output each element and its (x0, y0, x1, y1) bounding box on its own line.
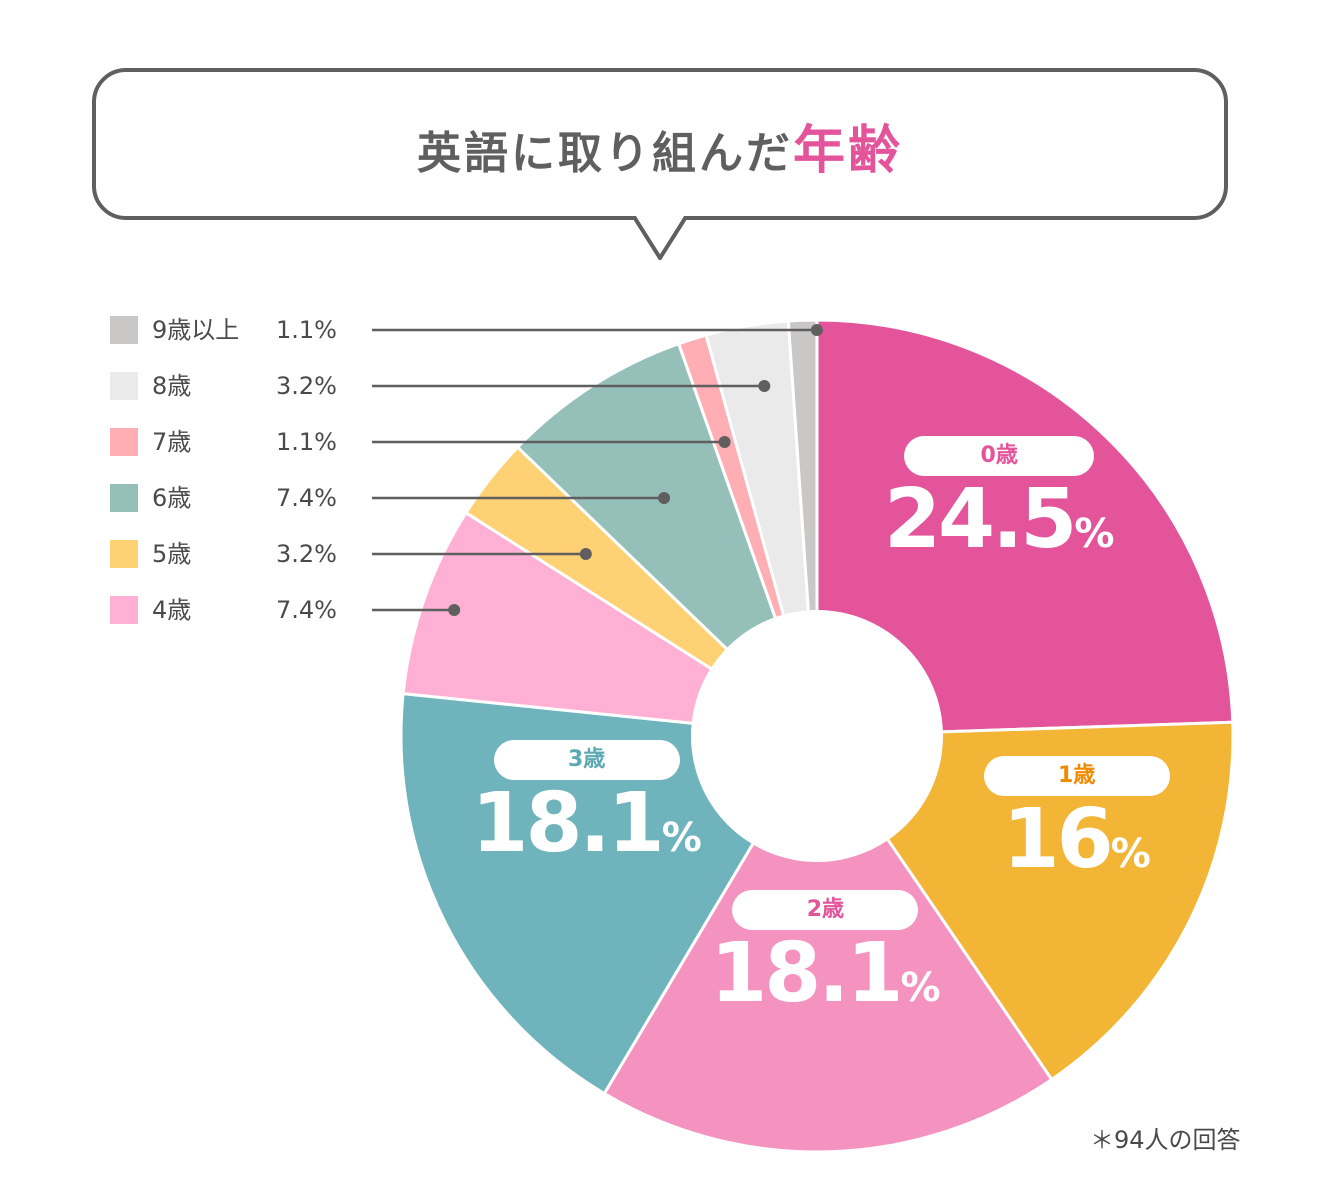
legend-item: 4歳 7.4% (110, 594, 370, 626)
legend-swatch (110, 540, 138, 568)
leader-dot (758, 380, 771, 392)
legend-label: 6歳 (152, 484, 192, 512)
slice-value-label: 18.1% (675, 926, 975, 1021)
slice-value-label: 24.5% (849, 472, 1149, 567)
chart-title-highlight: 年齢 (792, 121, 903, 181)
chart-title: 英語に取り組んだ年齢 (92, 108, 1228, 183)
legend-item: 5歳 3.2% (110, 538, 370, 570)
legend-value: 3.2% (276, 540, 337, 568)
legend-swatch (110, 372, 138, 400)
slice-category-label: 1歳 (983, 755, 1170, 796)
slice-value-number: 16 (1002, 791, 1114, 887)
legend-item: 7歳 1.1% (110, 426, 370, 458)
slice-value-label: 18.1% (437, 776, 737, 871)
legend-label: 9歳以上 (152, 316, 240, 344)
legend-swatch (110, 484, 138, 512)
legend-value: 7.4% (276, 596, 337, 624)
legend-swatch (110, 596, 138, 624)
pie-slice-1 (815, 720, 1235, 1081)
chart-title-main: 英語に取り組んだ (416, 128, 793, 179)
slice-value-number: 24.5 (883, 471, 1077, 567)
donut-hole (691, 610, 943, 862)
slice-value-unit: % (1074, 510, 1115, 557)
slice-category-label: 2歳 (732, 890, 919, 931)
legend-label: 5歳 (152, 540, 192, 568)
leader-dot (810, 324, 823, 336)
legend-label: 4歳 (152, 596, 192, 624)
leader-dot (658, 492, 671, 504)
legend-value: 7.4% (276, 484, 337, 512)
legend-swatch (110, 316, 138, 344)
legend-label: 8歳 (152, 372, 192, 400)
legend-swatch (110, 428, 138, 456)
slice-value-number: 18.1 (710, 926, 903, 1022)
slice-category-label: 3歳 (493, 739, 680, 780)
slice-value-unit: % (1110, 830, 1151, 877)
leader-dot (718, 436, 731, 448)
footnote: ＊94人の回答 (1090, 1126, 1241, 1154)
legend-value: 1.1% (276, 316, 337, 344)
slice-value-label: 16% (927, 792, 1227, 887)
legend-label: 7歳 (152, 428, 192, 456)
leader-dot (448, 604, 461, 616)
pie-slice-2 (602, 734, 1054, 1154)
slice-value-unit: % (900, 965, 941, 1012)
pie-slice-0 (815, 318, 1235, 738)
legend-item: 8歳 3.2% (110, 370, 370, 402)
slice-value-number: 18.1 (471, 775, 664, 871)
title-bubble (92, 68, 1228, 220)
slice-value-unit: % (661, 814, 702, 861)
legend-item: 9歳以上 1.1% (110, 314, 370, 346)
legend-item: 6歳 7.4% (110, 482, 370, 514)
leader-dot (579, 548, 592, 560)
legend-value: 3.2% (276, 372, 337, 400)
slice-category-label: 0歳 (904, 435, 1095, 476)
legend-value: 1.1% (276, 428, 337, 456)
